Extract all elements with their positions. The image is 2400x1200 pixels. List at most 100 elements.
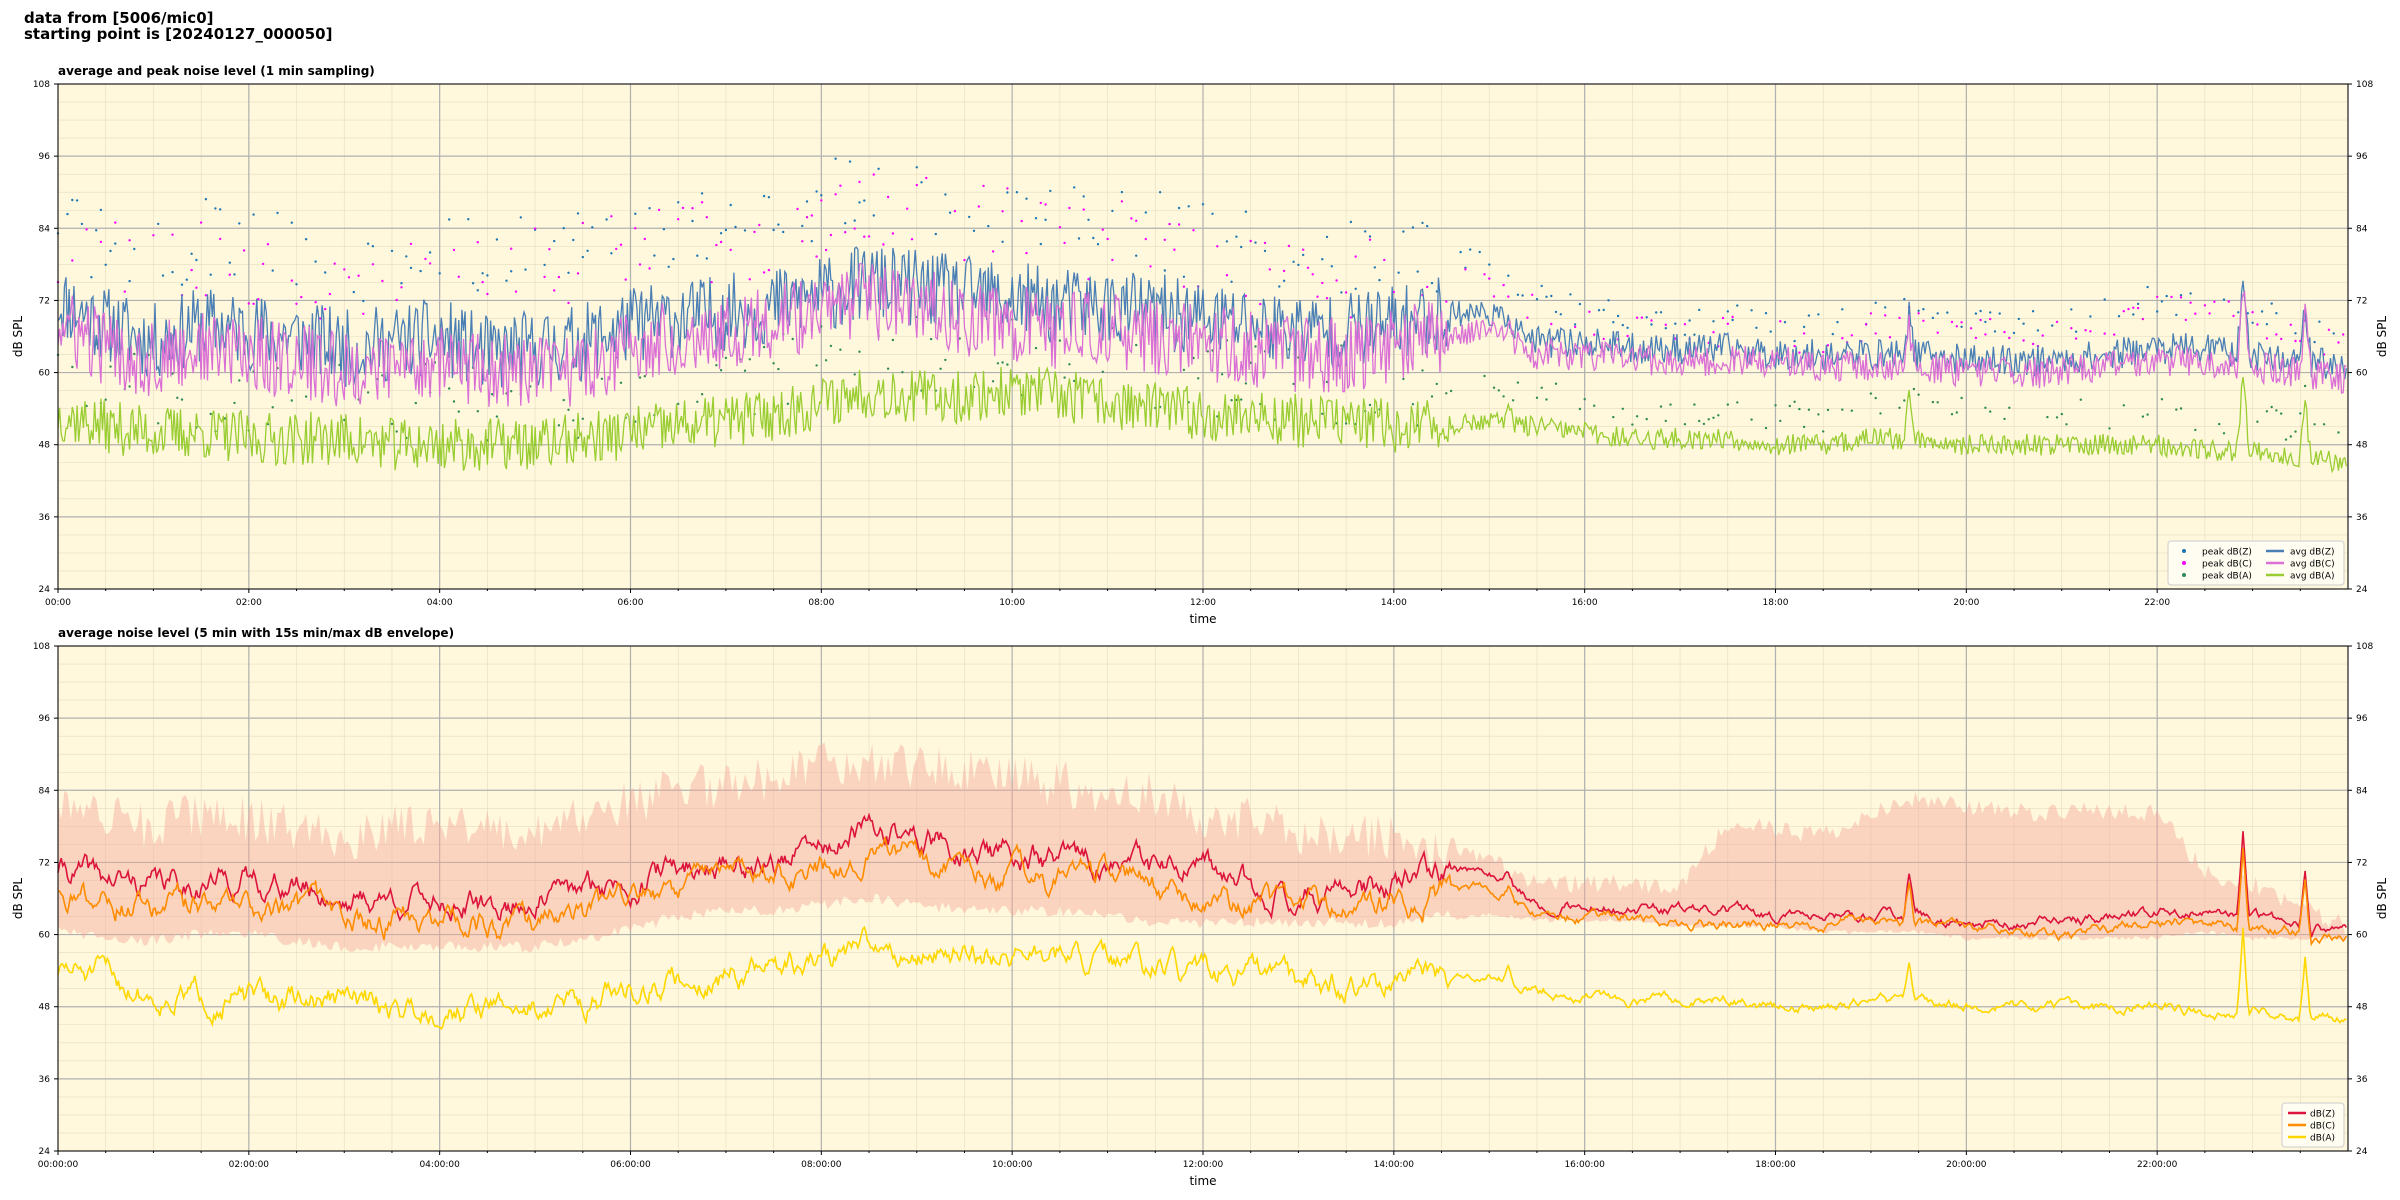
peak-point <box>519 216 522 219</box>
peak-point <box>2280 412 2283 415</box>
peak-point <box>1311 273 1314 276</box>
peak-point <box>1001 240 1004 243</box>
peak-point <box>1368 235 1372 238</box>
peak-point <box>1955 411 1959 414</box>
peak-point <box>543 275 546 279</box>
peak-point <box>2222 298 2226 301</box>
peak-point <box>1426 224 1429 228</box>
peak-point <box>109 365 112 368</box>
peak-point <box>481 272 484 275</box>
peak-point <box>2265 410 2269 413</box>
peak-point <box>347 276 351 279</box>
peak-point <box>729 203 732 207</box>
peak-point <box>1497 389 1501 392</box>
peak-point <box>75 199 79 202</box>
peak-point <box>553 289 556 292</box>
peak-point <box>1946 311 1949 314</box>
peak-point <box>271 406 274 409</box>
peak-point <box>767 196 771 199</box>
peak-point <box>405 255 408 258</box>
peak-point <box>581 417 584 420</box>
peak-point <box>2342 333 2345 336</box>
panel2-xtick-label: 12:00:00 <box>1183 1160 1224 1170</box>
peak-point <box>514 290 518 293</box>
peak-point <box>161 274 165 277</box>
peak-point <box>1459 250 1462 254</box>
peak-point <box>486 292 489 296</box>
peak-point <box>2012 331 2016 335</box>
panel1-ytick-label-left: 60 <box>39 369 51 379</box>
peak-point <box>815 255 818 258</box>
peak-point <box>2179 296 2183 299</box>
peak-point <box>748 358 751 361</box>
peak-point <box>324 271 327 274</box>
peak-point <box>1034 346 1038 350</box>
peak-point <box>1903 399 1906 402</box>
panel1-xtick-label: 18:00 <box>1763 598 1789 608</box>
peak-point <box>815 364 818 367</box>
peak-point <box>820 199 823 202</box>
peak-point <box>1516 293 1520 296</box>
peak-point <box>252 213 255 216</box>
peak-point <box>490 393 494 396</box>
peak-point <box>1664 323 1668 326</box>
peak-point <box>1645 417 1648 421</box>
peak-point <box>1368 403 1372 407</box>
panel1-xtick-label: 14:00 <box>1381 598 1407 608</box>
panel1-ytick-label-left: 96 <box>39 152 51 162</box>
peak-point <box>2008 406 2011 409</box>
peak-point <box>2084 329 2087 332</box>
peak-point <box>820 194 823 197</box>
peak-point <box>1783 321 1787 324</box>
peak-point <box>2055 320 2059 324</box>
peak-point <box>810 214 813 217</box>
peak-point <box>762 194 766 198</box>
peak-point <box>510 247 513 250</box>
peak-point <box>2089 330 2092 333</box>
peak-point <box>209 412 212 416</box>
peak-point <box>276 211 279 215</box>
peak-point <box>1259 302 1262 306</box>
peak-point <box>1163 269 1167 272</box>
peak-point <box>1421 369 1424 372</box>
peak-point <box>1073 379 1076 383</box>
peak-point <box>157 222 160 226</box>
series-db-a- <box>57 925 2347 1031</box>
panel1-ytick-label-left: 24 <box>39 585 51 595</box>
peak-point <box>610 215 613 218</box>
peak-point <box>85 228 88 231</box>
peak-point <box>1278 285 1281 288</box>
peak-point <box>1979 318 1982 322</box>
peak-point <box>586 249 589 252</box>
panel2-ytick-label-right: 36 <box>2356 1075 2368 1085</box>
peak-point <box>1831 332 1835 336</box>
peak-point <box>777 223 780 226</box>
peak-point <box>2003 417 2006 421</box>
peak-point <box>1020 219 1023 223</box>
peak-point <box>1516 381 1520 384</box>
peak-point <box>886 195 890 199</box>
peak-point <box>471 282 475 285</box>
peak-point <box>2074 337 2078 340</box>
peak-point <box>476 410 479 413</box>
peak-point <box>1535 298 1539 301</box>
peak-point <box>510 270 513 273</box>
peak-point <box>1655 311 1658 314</box>
peak-point <box>452 400 456 403</box>
peak-point <box>1554 310 1558 314</box>
peak-point <box>428 262 432 265</box>
peak-point <box>810 240 813 243</box>
legend-marker <box>2182 573 2186 577</box>
series-db-c- <box>57 837 2348 947</box>
peak-point <box>1006 187 1009 190</box>
peak-point <box>1640 316 1644 319</box>
peak-point <box>2136 306 2140 310</box>
panel2-xtick-label: 16:00:00 <box>1564 1160 1605 1170</box>
peak-point <box>395 430 398 433</box>
panel1-legend <box>2167 540 2345 586</box>
panel2-xtick-label: 10:00:00 <box>992 1160 1033 1170</box>
peak-point <box>2113 333 2116 336</box>
legend-label: dB(A) <box>2310 1134 2335 1144</box>
peak-point <box>1087 218 1090 221</box>
peak-point <box>1974 312 1978 315</box>
